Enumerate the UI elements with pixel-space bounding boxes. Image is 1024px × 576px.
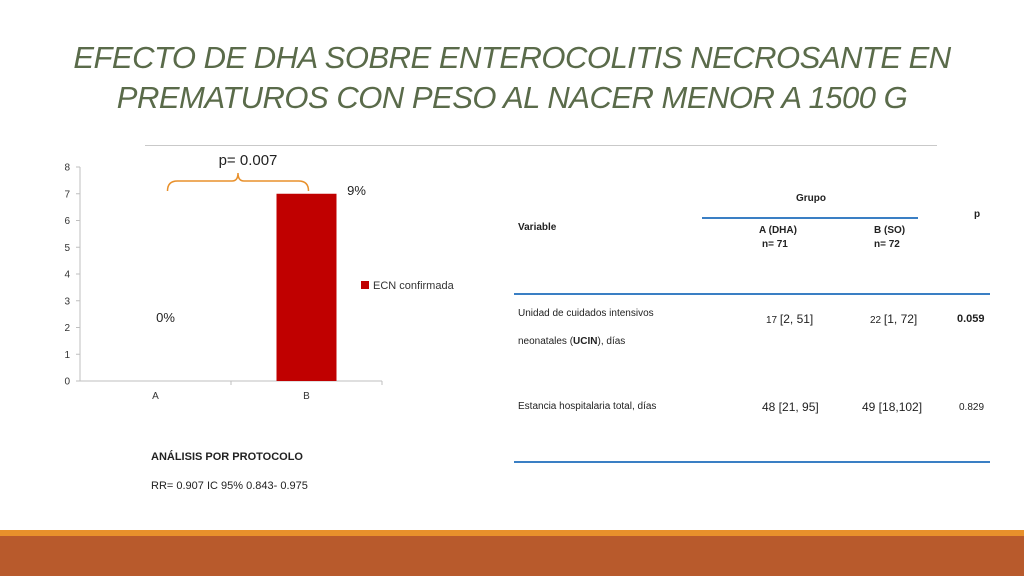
row1-label-line1: Unidad de cuidados intensivos: [518, 308, 654, 319]
col-b-header-line1: B (SO): [874, 225, 906, 236]
table-variable-header: Variable: [518, 222, 557, 233]
data-label-B: 9%: [347, 183, 366, 198]
row2-group-a: 48 [21, 95]: [762, 400, 819, 414]
col-b-header-line2: n= 72: [874, 239, 900, 250]
group-header-rule: [702, 217, 918, 219]
bar-B: [276, 193, 337, 381]
y-tick-label: 7: [64, 189, 70, 200]
y-tick-label: 3: [64, 296, 70, 307]
protocol-heading: ANÁLISIS POR PROTOCOLO: [151, 451, 303, 463]
footer-accent-stripe: [0, 530, 1024, 536]
slide-title: EFECTO DE DHA SOBRE ENTEROCOLITIS NECROS…: [40, 38, 984, 118]
title-divider: [145, 145, 937, 146]
y-tick-label: 2: [64, 323, 70, 334]
y-tick-label: 4: [64, 270, 70, 281]
data-label-A: 0%: [156, 310, 175, 325]
row1-group-b: 22 [1, 72]: [870, 312, 918, 326]
significance-bracket: [166, 172, 310, 192]
x-tick-label: B: [303, 391, 310, 402]
table-bottom-rule: [514, 461, 990, 463]
title-line-1: EFECTO DE DHA SOBRE ENTEROCOLITIS NECROS…: [73, 40, 951, 75]
table-header-rule: [514, 293, 990, 295]
row1-p-value: 0.059: [957, 313, 985, 325]
col-a-header-line1: A (DHA): [759, 225, 797, 236]
table-p-header: p: [974, 209, 981, 220]
legend-label: ECN confirmada: [373, 280, 455, 292]
protocol-rr: RR= 0.907 IC 95% 0.843- 0.975: [151, 480, 308, 492]
bars: [276, 193, 337, 381]
data-labels: 0% 9%: [156, 183, 366, 325]
row2-label: Estancia hospitalaria total, días: [518, 401, 657, 412]
row2-group-b: 49 [18,102]: [862, 400, 923, 414]
y-tick-label: 0: [64, 377, 70, 388]
table-group-header: Grupo: [796, 193, 826, 204]
row1-label-line2: neonatales (UCIN), días: [518, 336, 626, 347]
y-tick-label: 8: [64, 163, 70, 174]
p-value-annotation: p= 0.007: [219, 152, 278, 169]
row2-p-value: 0.829: [959, 402, 985, 413]
footer-band: [0, 536, 1024, 576]
y-tick-label: 6: [64, 216, 70, 227]
legend-swatch: [361, 281, 369, 289]
title-line-2: PREMATUROS CON PESO AL NACER MENOR A 150…: [116, 80, 908, 115]
y-axis-ticks: 0 1 2 3 4 5 6 7 8: [64, 163, 80, 388]
y-tick-label: 5: [64, 243, 70, 254]
y-tick-label: 1: [64, 350, 70, 361]
col-a-header-line2: n= 71: [762, 239, 788, 250]
row1-group-a: 17 [2, 51]: [766, 312, 814, 326]
x-tick-label: A: [152, 391, 159, 402]
